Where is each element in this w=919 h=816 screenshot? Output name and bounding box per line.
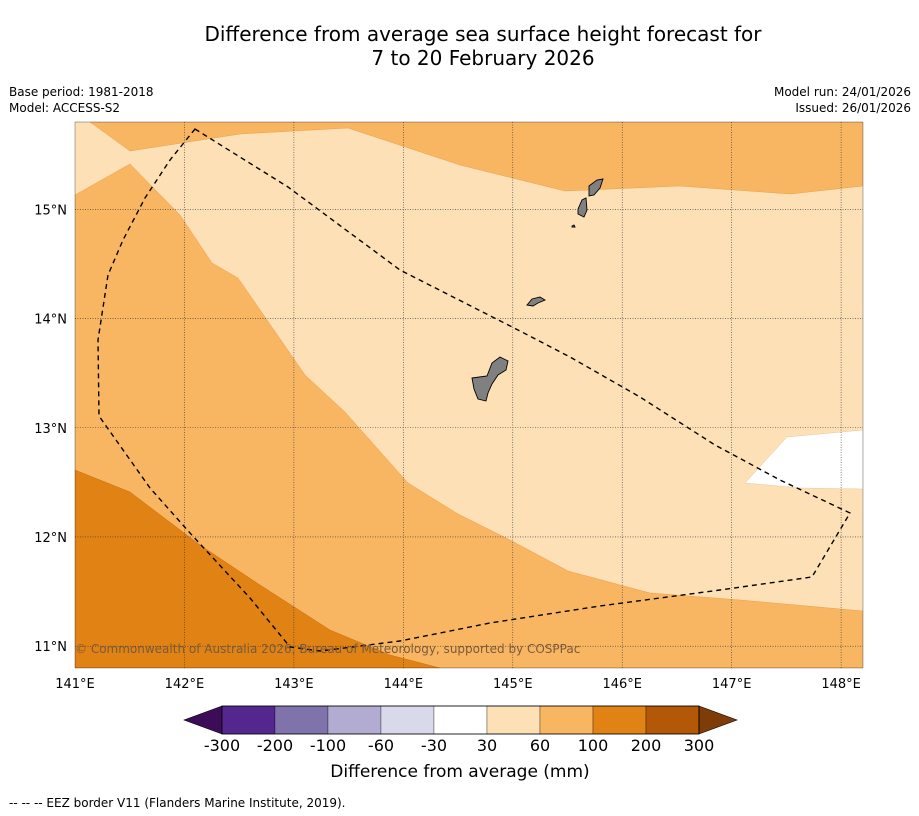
eez-legend: -- -- -- EEZ border V11 (Flanders Marine… [9, 796, 346, 810]
lon-tick-label: 143°E [274, 677, 314, 692]
colorbar-tick-label: -100 [310, 736, 346, 755]
colorbar: -300 -200 -100 -60 -30 30 60 100 200 300 [183, 705, 738, 755]
latitude-labels: 15°N 14°N 13°N 12°N 11°N [34, 203, 67, 655]
lat-tick-label: 14°N [34, 313, 67, 328]
colorbar-label: Difference from average (mm) [330, 762, 589, 782]
rota-island [526, 296, 546, 307]
islands [471, 178, 604, 402]
colorbar-segment [274, 705, 329, 735]
colorbar-segment [645, 705, 700, 735]
colorbar-tick-label: 300 [684, 736, 715, 755]
meta-right: Model run: 24/01/2026 Issued: 26/01/2026 [774, 84, 911, 116]
guam-island [471, 356, 509, 402]
base-period: Base period: 1981-2018 [9, 85, 154, 99]
colorbar-extend-high [698, 705, 738, 735]
lon-tick-label: 146°E [602, 677, 642, 692]
lon-tick-label: 144°E [384, 677, 424, 692]
colorbar-tick-label: 30 [477, 736, 497, 755]
issued-date: Issued: 26/01/2026 [795, 101, 911, 115]
saipan-island [588, 178, 604, 197]
colorbar-tick-label: -200 [257, 736, 293, 755]
colorbar-segment [380, 705, 435, 735]
lat-tick-label: 12°N [34, 531, 67, 546]
lon-tick-label: 141°E [55, 677, 95, 692]
tinian-island [577, 197, 588, 218]
colorbar-tick-label: 60 [530, 736, 550, 755]
anomaly-region-100-200 [75, 469, 441, 668]
graticule [75, 122, 863, 668]
colorbar-tick-label: -30 [421, 736, 447, 755]
colorbar-tick-label: 100 [578, 736, 609, 755]
colorbar-outline [221, 705, 700, 735]
lat-tick-label: 13°N [34, 422, 67, 437]
colorbar-segment [486, 705, 541, 735]
colorbar-segment [539, 705, 594, 735]
anomaly-region-60-100-southwest [75, 163, 863, 668]
lon-tick-label: 145°E [493, 677, 533, 692]
colorbar-segment [433, 705, 488, 735]
colorbar-segment [221, 705, 276, 735]
aguijan-island [571, 224, 576, 228]
map-frame [74, 121, 864, 669]
map-area: © Commonwealth of Australia 2026, Bureau… [75, 122, 863, 668]
model-run: Model run: 24/01/2026 [773, 85, 911, 99]
colorbar-tick-label: -60 [368, 736, 394, 755]
colorbar-tick-label: 200 [631, 736, 662, 755]
lat-tick-label: 11°N [34, 640, 67, 655]
anomaly-region-60-100-north [89, 122, 863, 195]
anomaly-region-neutral [744, 429, 863, 490]
model-name: Model: ACCESS-S2 [9, 101, 121, 115]
lon-tick-label: 148°E [821, 677, 861, 692]
colorbar-extend-low [183, 705, 223, 735]
meta-left: Base period: 1981-2018 Model: ACCESS-S2 [9, 84, 154, 116]
lon-tick-label: 142°E [165, 677, 205, 692]
lat-tick-label: 15°N [34, 203, 67, 218]
longitude-labels: 141°E 142°E 143°E 144°E 145°E 146°E 147°E 148°E [55, 677, 861, 692]
title-line-2: 7 to 20 February 2026 [371, 46, 595, 70]
chart-title: Difference from average sea surface heig… [0, 22, 919, 70]
title-line-1: Difference from average sea surface heig… [204, 22, 762, 46]
eez-border [97, 128, 851, 652]
colorbar-tick-label: -300 [204, 736, 240, 755]
colorbar-segment [327, 705, 382, 735]
lon-tick-label: 147°E [712, 677, 752, 692]
copyright-notice: © Commonwealth of Australia 2026, Bureau… [75, 642, 580, 656]
colorbar-segment [592, 705, 647, 735]
